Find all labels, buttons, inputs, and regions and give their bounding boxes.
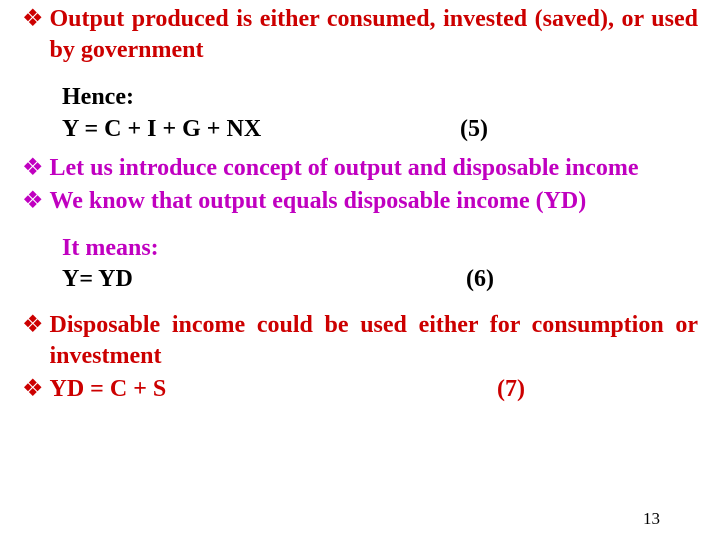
equation-number: (7) (497, 374, 525, 405)
bullet-text: Output produced is either consumed, inve… (50, 4, 698, 66)
equation-formula: Y= YD (62, 264, 133, 295)
equation-formula: Y = C + I + G + NX (62, 114, 261, 145)
slide-body: ❖ Output produced is either consumed, in… (0, 0, 720, 411)
diamond-bullet-icon: ❖ (22, 310, 44, 340)
equation-number: (5) (460, 114, 488, 145)
equation-number: (6) (466, 264, 494, 295)
diamond-bullet-icon: ❖ (22, 186, 44, 216)
bullet-item: ❖ YD = C + S (7) (22, 374, 698, 405)
bullet-text: Disposable income could be used either f… (50, 310, 698, 372)
equation-block-6: It means: Y= YD (6) (62, 233, 698, 295)
bullet-text: Let us introduce concept of output and d… (50, 153, 698, 184)
diamond-bullet-icon: ❖ (22, 374, 44, 404)
equation-lead: It means: (62, 233, 698, 264)
equation-block-5: Hence: Y = C + I + G + NX (5) (62, 82, 698, 144)
diamond-bullet-icon: ❖ (22, 153, 44, 183)
diamond-bullet-icon: ❖ (22, 4, 44, 34)
bullet-text: We know that output equals disposable in… (50, 186, 698, 217)
equation-lead: Hence: (62, 82, 698, 113)
bullet-text: YD = C + S (50, 374, 698, 405)
bullet-item: ❖ Disposable income could be used either… (22, 310, 698, 372)
bullet-item: ❖ We know that output equals disposable … (22, 186, 698, 217)
bullet-item: ❖ Let us introduce concept of output and… (22, 153, 698, 184)
bullet-item: ❖ Output produced is either consumed, in… (22, 4, 698, 66)
page-number: 13 (643, 508, 660, 530)
